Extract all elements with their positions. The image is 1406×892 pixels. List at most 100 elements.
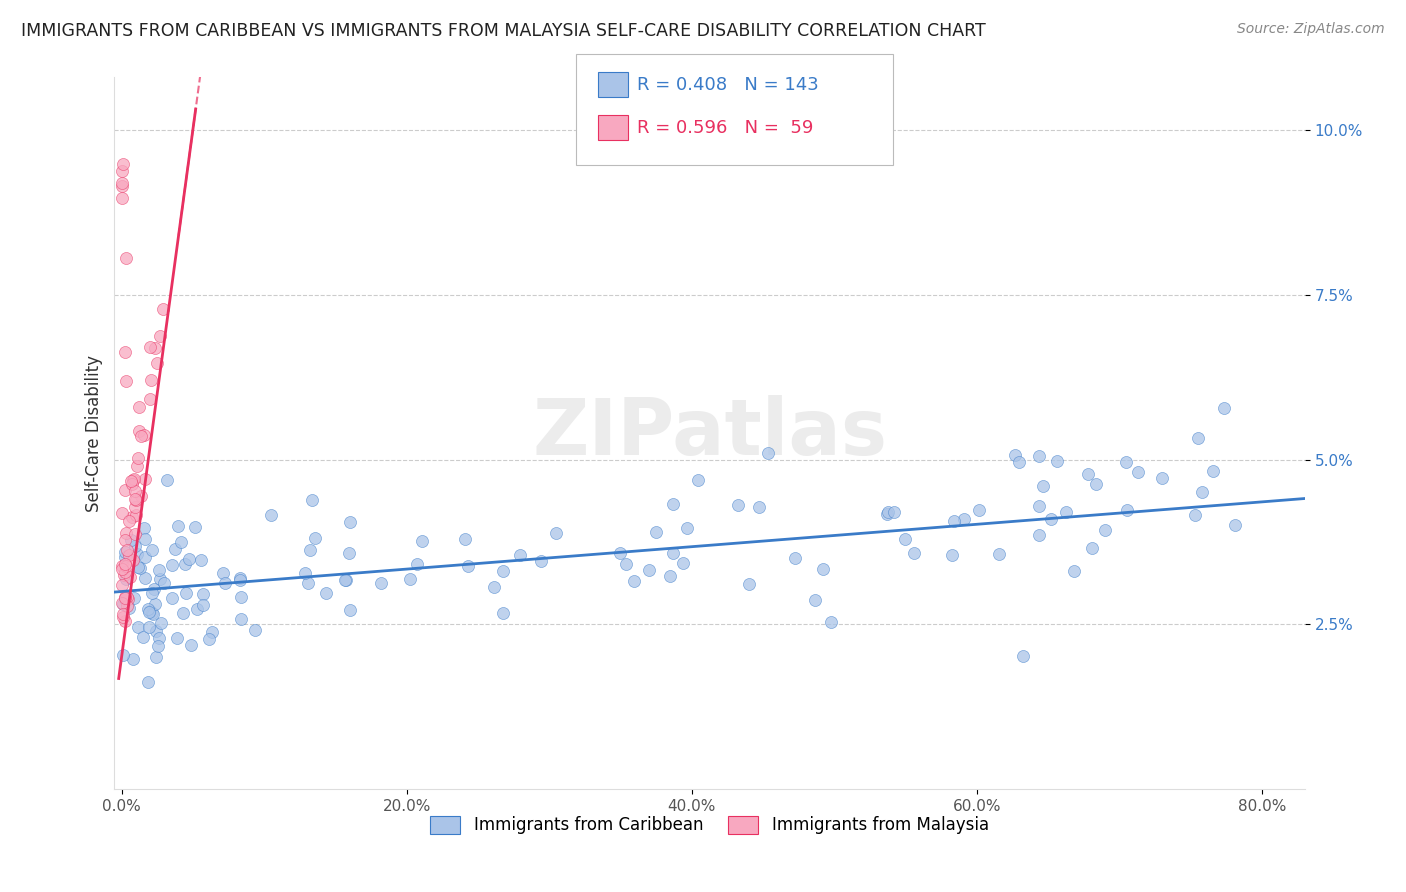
Point xyxy=(111,157,134,171)
Point xyxy=(804,592,827,607)
Point xyxy=(129,429,152,443)
Point xyxy=(546,526,568,541)
Point xyxy=(150,615,173,630)
Point xyxy=(136,601,159,615)
Point xyxy=(114,557,136,571)
Point xyxy=(143,597,166,611)
Point xyxy=(198,632,221,646)
Point xyxy=(174,557,197,571)
Point xyxy=(211,566,233,580)
Point xyxy=(141,373,163,387)
Point xyxy=(454,533,477,547)
Point xyxy=(231,612,253,626)
Point xyxy=(156,474,179,488)
Point xyxy=(121,533,143,547)
Point xyxy=(114,549,136,564)
Point xyxy=(128,424,150,438)
Point xyxy=(411,534,433,549)
Point xyxy=(315,586,337,600)
Point xyxy=(149,572,172,586)
Point xyxy=(111,596,134,610)
Point xyxy=(124,500,146,514)
Point xyxy=(903,546,925,560)
Point xyxy=(243,623,266,637)
Point xyxy=(492,607,515,621)
Point xyxy=(1184,508,1206,522)
Point xyxy=(141,543,163,558)
Point xyxy=(125,492,148,507)
Point xyxy=(191,587,214,601)
Point xyxy=(214,576,236,591)
Text: R = 0.408   N = 143: R = 0.408 N = 143 xyxy=(637,76,818,94)
Point xyxy=(967,502,990,516)
Point xyxy=(114,565,136,579)
Point xyxy=(111,507,134,521)
Point xyxy=(785,551,807,566)
Point xyxy=(111,562,134,576)
Point xyxy=(122,652,145,666)
Point xyxy=(132,631,155,645)
Point xyxy=(115,559,138,574)
Point xyxy=(304,531,326,545)
Point xyxy=(127,458,149,473)
Point xyxy=(1028,500,1050,514)
Point xyxy=(399,572,422,586)
Point xyxy=(125,508,148,522)
Point xyxy=(658,569,681,583)
Point xyxy=(134,532,156,546)
Point xyxy=(229,571,252,585)
Point xyxy=(111,648,134,662)
Point xyxy=(1152,471,1174,485)
Text: IMMIGRANTS FROM CARIBBEAN VS IMMIGRANTS FROM MALAYSIA SELF-CARE DISABILITY CORRE: IMMIGRANTS FROM CARIBBEAN VS IMMIGRANTS … xyxy=(21,22,986,40)
Point xyxy=(148,563,170,577)
Point xyxy=(1045,454,1067,468)
Point xyxy=(141,585,163,599)
Point xyxy=(645,524,668,539)
Point xyxy=(148,632,170,646)
Point xyxy=(114,483,136,497)
Point xyxy=(1191,485,1213,500)
Point xyxy=(139,392,162,406)
Point xyxy=(1084,476,1107,491)
Point xyxy=(756,446,779,460)
Point xyxy=(118,569,141,583)
Point xyxy=(128,400,150,414)
Point xyxy=(124,483,146,498)
Point xyxy=(301,493,323,508)
Point xyxy=(111,164,134,178)
Point xyxy=(260,508,283,522)
Point xyxy=(1187,431,1209,445)
Point xyxy=(183,520,205,534)
Point xyxy=(117,591,139,606)
Legend: Immigrants from Caribbean, Immigrants from Malaysia: Immigrants from Caribbean, Immigrants fr… xyxy=(430,815,988,834)
Point xyxy=(1012,648,1035,663)
Point xyxy=(145,341,167,355)
Point xyxy=(114,344,136,359)
Point xyxy=(193,598,215,612)
Point xyxy=(406,557,429,571)
Point xyxy=(114,615,136,629)
Point xyxy=(128,620,150,634)
Point xyxy=(1028,527,1050,541)
Point xyxy=(883,505,905,519)
Point xyxy=(811,562,834,576)
Point xyxy=(124,527,146,541)
Point xyxy=(174,586,197,600)
Point xyxy=(1212,401,1234,416)
Point xyxy=(1115,503,1137,517)
Point xyxy=(231,591,253,605)
Point xyxy=(138,605,160,619)
Point xyxy=(482,580,505,594)
Point xyxy=(111,597,134,611)
Point xyxy=(614,557,637,571)
Point xyxy=(163,542,186,557)
Point xyxy=(180,639,202,653)
Point xyxy=(738,577,761,591)
Point xyxy=(118,549,141,563)
Point xyxy=(686,473,709,487)
Point xyxy=(333,574,356,588)
Point xyxy=(115,590,138,604)
Text: Source: ZipAtlas.com: Source: ZipAtlas.com xyxy=(1237,22,1385,37)
Point xyxy=(138,620,160,634)
Point xyxy=(1223,517,1246,532)
